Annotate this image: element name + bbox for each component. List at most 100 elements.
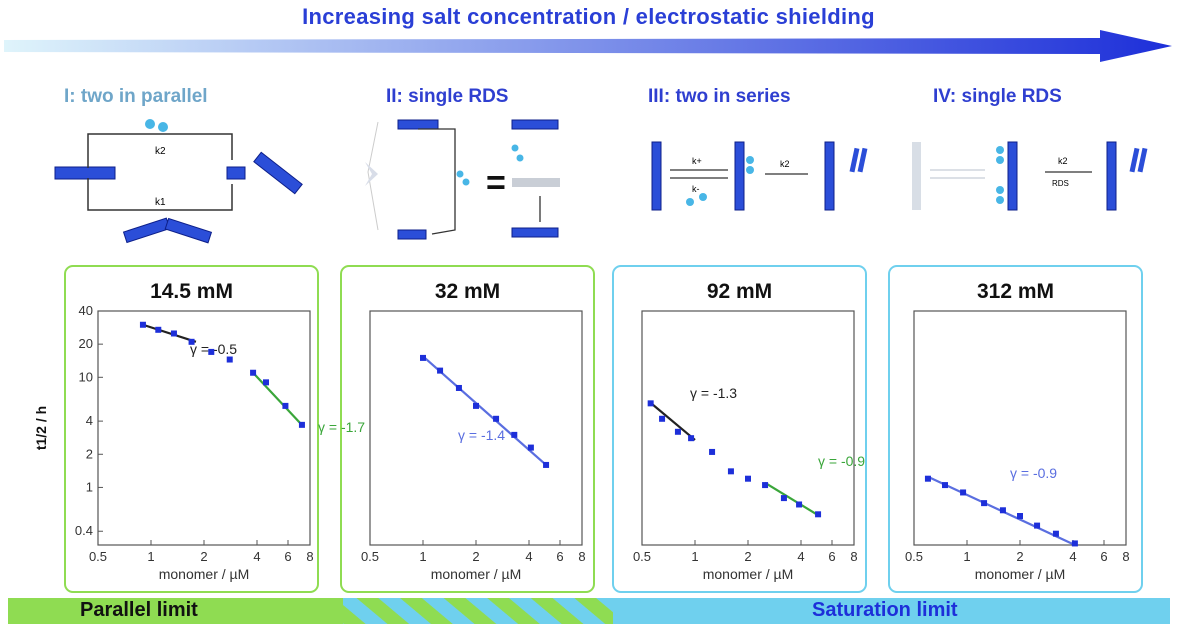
y-tick-label: 0.4 (75, 523, 93, 538)
x-tick-label: 6 (828, 549, 835, 564)
data-point (1017, 513, 1023, 520)
fit-line (764, 481, 819, 517)
panel-14-5mM (64, 265, 319, 593)
fit-label: γ = -0.9 (818, 453, 865, 469)
data-point (960, 489, 967, 496)
x-tick-label: 1 (419, 549, 426, 564)
data-point (1034, 522, 1041, 529)
data-point (250, 369, 257, 376)
fit-line (648, 400, 696, 441)
x-tick-label: 0.5 (633, 549, 651, 564)
data-point (815, 511, 822, 518)
x-tick-label: 2 (200, 549, 207, 564)
x-tick-label: 4 (525, 549, 532, 564)
data-point (999, 507, 1006, 514)
mechanism-schematics: k2 k1 = k+ k- k2 (54, 119, 1148, 244)
x-tick-label: 6 (556, 549, 563, 564)
data-point (796, 501, 803, 508)
panel-312mM (888, 265, 1143, 593)
data-point (263, 379, 270, 386)
chart-2: 0.5 1 2 4 6 8 monomer / µM γ = -1.4 (361, 310, 586, 582)
y-tick-label: 40 (79, 303, 93, 318)
regime-4-title: IV: single RDS (933, 86, 1062, 107)
x-tick-label: 8 (1122, 549, 1129, 564)
x-tick-label: 8 (578, 549, 585, 564)
data-point (745, 475, 751, 482)
fit-label: γ = -0.9 (1010, 465, 1057, 481)
x-tick-label: 6 (284, 549, 291, 564)
chart-3: 0.5 1 2 4 6 8 monomer / µM γ = -1.3 γ = -0.9 (633, 310, 865, 582)
data-point (1052, 530, 1059, 537)
data-point (942, 482, 949, 489)
x-tick-label: 1 (691, 549, 698, 564)
plot-frame (913, 310, 1127, 546)
k2-series-label: k2 (780, 159, 790, 169)
schematic-single-rds-ii: = (365, 119, 560, 240)
data-point (139, 321, 146, 328)
data-point (226, 356, 233, 363)
concentration-arrow (4, 30, 1172, 62)
x-tick-label: 2 (744, 549, 751, 564)
y-tick-label: 1 (86, 479, 93, 494)
limit-bar (8, 598, 1170, 624)
regime-2-title: II: single RDS (386, 86, 509, 107)
chart-4: 0.5 1 2 4 6 8 monomer / µM γ = -0.9 (905, 310, 1130, 582)
x-axis-label: monomer / µM (703, 566, 794, 582)
x-tick-label: 2 (1016, 549, 1023, 564)
schematic-two-in-series: k+ k- k2 (651, 141, 868, 211)
data-point (647, 400, 654, 407)
equals-sign: = (486, 164, 506, 202)
fit-label: γ = -1.4 (458, 427, 505, 443)
chart-title-1: 14.5 mM (150, 280, 233, 303)
chart-1: 0.5 1 2 4 6 8 0.4 1 2 4 10 20 40 monomer / µM t1/2 / h… (33, 303, 365, 582)
x-axis-label: monomer / µM (431, 566, 522, 582)
banner-title: Increasing salt concentration / electros… (302, 4, 875, 29)
y-tick-label: 2 (86, 446, 93, 461)
data-point (727, 468, 734, 475)
x-tick-label: 0.5 (361, 549, 379, 564)
data-point (688, 435, 695, 442)
fit-label: γ = -1.7 (318, 419, 365, 435)
x-tick-label: 1 (147, 549, 154, 564)
data-point (282, 402, 289, 409)
x-tick-label: 0.5 (89, 549, 107, 564)
data-point (493, 415, 500, 422)
x-tick-label: 1 (963, 549, 970, 564)
k1-label: k1 (155, 197, 166, 208)
data-point (455, 384, 462, 391)
k2-rds-label: k2 (1058, 156, 1068, 166)
data-point (170, 330, 177, 337)
plot-frame (641, 310, 855, 546)
data-point (208, 348, 215, 355)
data-point (420, 354, 426, 361)
x-tick-label: 6 (1100, 549, 1107, 564)
fit-line (422, 355, 547, 466)
data-point (709, 448, 716, 455)
y-tick-label: 10 (79, 369, 93, 384)
rds-label: RDS (1052, 179, 1069, 188)
data-point (188, 338, 195, 345)
x-axis-label: monomer / µM (975, 566, 1066, 582)
data-point (674, 428, 681, 435)
data-point (473, 402, 479, 409)
regime-3-title: III: two in series (648, 86, 791, 107)
data-point (981, 500, 988, 507)
data-point (511, 431, 518, 438)
data-point (527, 444, 534, 451)
x-axis-label: monomer / µM (159, 566, 250, 582)
data-point (437, 367, 444, 374)
kminus-label: k- (692, 184, 700, 194)
regime-1-title: I: two in parallel (64, 86, 208, 107)
chart-title-3: 92 mM (706, 280, 773, 303)
x-tick-label: 4 (253, 549, 260, 564)
schematic-single-rds-iv: k2 RDS (912, 141, 1148, 211)
chart-title-4: 312 mM (976, 280, 1055, 303)
kplus-label: k+ (692, 156, 702, 166)
x-tick-label: 4 (1069, 549, 1076, 564)
data-point (1071, 540, 1078, 547)
fit-line (252, 371, 304, 427)
x-tick-label: 2 (472, 549, 479, 564)
x-tick-label: 8 (850, 549, 857, 564)
data-point (298, 421, 305, 428)
data-point (780, 495, 787, 502)
